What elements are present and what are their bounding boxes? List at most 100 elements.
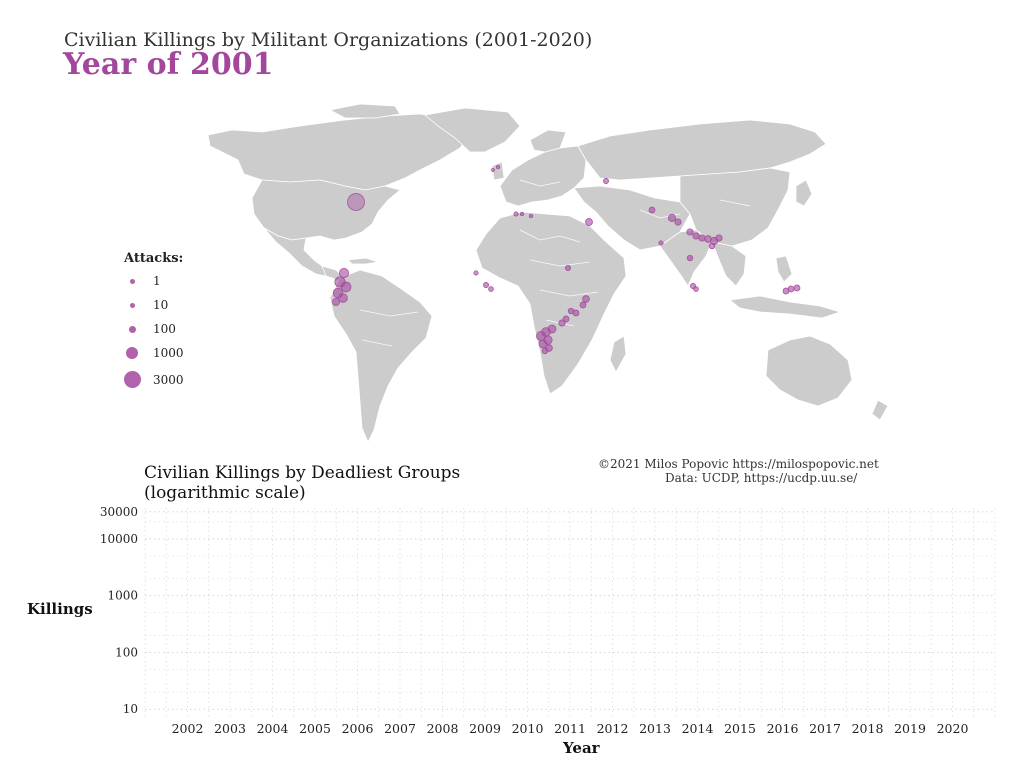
y-axis-label: Killings <box>27 600 93 618</box>
map-uk <box>491 161 505 181</box>
map-marker <box>558 319 566 327</box>
legend-dot <box>130 303 135 308</box>
legend-dot <box>129 326 136 333</box>
map-marker <box>582 295 590 303</box>
map-marker <box>686 228 694 236</box>
legend-label: 100 <box>153 322 176 336</box>
line-chart-title: Civilian Killings by Deadliest Groups (l… <box>144 463 460 503</box>
x-tick-label: 2005 <box>299 721 331 736</box>
y-tick-label: 1000 <box>107 589 138 603</box>
x-tick-label: 2020 <box>937 721 969 736</box>
legend-dot <box>124 371 141 388</box>
map-marker <box>495 164 501 170</box>
legend-title: Attacks: <box>124 251 184 266</box>
credit-line-2: Data: UCDP, https://ucdp.uu.se/ <box>665 471 858 485</box>
x-axis-label: Year <box>563 739 600 757</box>
map-marker <box>692 232 700 240</box>
map-legend: Attacks: 1 10 100 1000 3000 <box>124 251 184 398</box>
map-australia <box>765 335 853 407</box>
credit-line-1: ©2021 Milos Popovic https://milospopovic… <box>598 457 879 471</box>
x-tick-label: 2009 <box>469 721 501 736</box>
map-marker <box>648 206 656 214</box>
x-tick-label: 2019 <box>894 721 926 736</box>
y-tick-label: 10 <box>123 702 138 716</box>
map-north-america-north <box>207 113 471 191</box>
map-marker <box>339 268 349 278</box>
map-new-zealand <box>871 399 889 421</box>
map-japan <box>795 179 813 207</box>
map-scandinavia <box>529 129 567 153</box>
map-indonesia <box>729 295 841 319</box>
legend-label: 10 <box>153 298 169 312</box>
map-marker <box>338 293 348 303</box>
legend-label: 1 <box>153 274 161 288</box>
legend-item: 10 <box>124 298 183 322</box>
x-tick-label: 2017 <box>809 721 841 736</box>
map-marker <box>347 193 365 211</box>
map-marker <box>491 168 495 172</box>
legend-label: 1000 <box>153 346 184 360</box>
legend-dot <box>130 279 135 284</box>
map-marker <box>483 282 489 288</box>
year-title: Year of 2001 <box>63 47 274 82</box>
map-marker <box>538 339 548 349</box>
legend-label: 3000 <box>153 373 184 387</box>
y-tick-label: 100 <box>115 645 138 659</box>
map-marker <box>658 240 664 246</box>
line-chart-subtitle: (logarithmic scale) <box>144 483 306 503</box>
x-tick-label: 2002 <box>172 721 204 736</box>
map-usa <box>251 179 401 241</box>
x-tick-label: 2008 <box>427 721 459 736</box>
map-marker <box>668 214 676 222</box>
line-chart-title-main: Civilian Killings by Deadliest Groups <box>144 463 461 483</box>
map-marker <box>473 270 479 276</box>
map-africa <box>475 211 627 395</box>
legend-dot <box>126 347 138 359</box>
x-tick-label: 2003 <box>214 721 246 736</box>
x-tick-label: 2016 <box>767 721 799 736</box>
map-marker <box>565 265 571 271</box>
legend-item: 1 <box>124 274 183 298</box>
map-russia <box>577 119 827 181</box>
map-greenland <box>424 107 521 153</box>
page-title: Civilian Killings by Militant Organizati… <box>64 29 593 51</box>
y-tick-label: 10000 <box>100 532 138 546</box>
x-tick-label: 2006 <box>342 721 374 736</box>
legend-item: 100 <box>124 322 183 346</box>
map-marker <box>698 234 706 242</box>
map-marker <box>541 347 549 355</box>
x-tick-label: 2011 <box>554 721 586 736</box>
x-tick-label: 2004 <box>257 721 289 736</box>
map-arctic-islands <box>329 103 401 119</box>
map-marker <box>603 178 609 184</box>
legend-item: 3000 <box>124 370 184 398</box>
legend-item: 1000 <box>124 346 184 370</box>
map-marker <box>674 218 682 226</box>
x-tick-label: 2012 <box>597 721 629 736</box>
map-marker <box>488 286 494 292</box>
x-tick-label: 2015 <box>724 721 756 736</box>
map-se-asia <box>711 241 747 287</box>
x-tick-label: 2018 <box>852 721 884 736</box>
map-marker <box>793 284 801 292</box>
x-tick-label: 2013 <box>639 721 671 736</box>
x-tick-label: 2010 <box>512 721 544 736</box>
line-chart: 30000 10000 1000 100 10 2002 2003 2004 2005 2006 2… <box>100 505 996 736</box>
map-marker <box>567 307 575 315</box>
map-marker <box>686 254 694 262</box>
map-philippines <box>775 255 793 283</box>
map-marker <box>579 301 587 309</box>
map-marker <box>332 298 340 306</box>
map-marker <box>787 285 795 293</box>
map-caribbean <box>347 257 379 265</box>
map-europe <box>499 145 587 207</box>
map-madagascar <box>609 335 627 373</box>
world-map <box>207 103 889 443</box>
x-tick-label: 2007 <box>384 721 416 736</box>
map-marker <box>513 211 519 217</box>
map-marker <box>715 234 723 242</box>
map-marker <box>519 211 525 217</box>
map-marker <box>693 286 699 292</box>
map-south-america <box>329 269 433 443</box>
map-marker <box>585 218 593 226</box>
